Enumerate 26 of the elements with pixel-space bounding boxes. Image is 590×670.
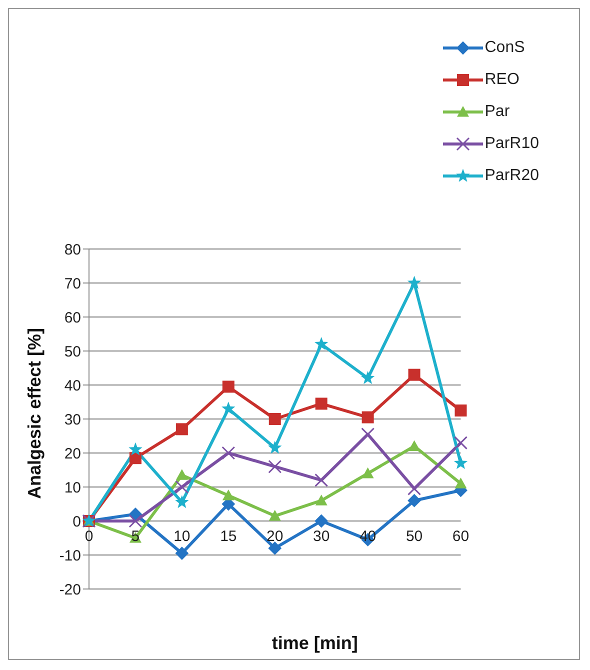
y-tick-label: 70 <box>64 275 81 292</box>
y-tick-label: -10 <box>59 547 81 564</box>
y-tick-label: 20 <box>64 445 81 462</box>
x-tick-label: 5 <box>131 528 140 545</box>
y-tick-label: 10 <box>64 479 81 496</box>
y-tick-label: 40 <box>64 377 81 394</box>
legend-label: ConS <box>484 39 525 57</box>
x-tick-label: 30 <box>313 528 330 545</box>
y-tick-label: 80 <box>64 241 81 258</box>
y-tick-label: 60 <box>64 309 81 326</box>
legend-label: ParR20 <box>484 167 539 185</box>
legend-label: REO <box>484 71 520 89</box>
y-tick-label: 50 <box>64 343 81 360</box>
y-tick-label: -20 <box>59 581 81 598</box>
y-tick-label: 30 <box>64 411 81 428</box>
y-axis-title: Analgesic effect [%] <box>24 328 44 499</box>
x-tick-label: 50 <box>406 528 423 545</box>
x-tick-label: 10 <box>174 528 190 545</box>
legend-label: ParR10 <box>484 135 539 153</box>
x-tick-label: 0 <box>84 528 94 545</box>
x-tick-label: 20 <box>266 528 284 545</box>
x-axis-title: time [min] <box>272 633 358 653</box>
y-tick-label: 0 <box>72 513 81 530</box>
x-tick-label: 60 <box>452 528 470 545</box>
x-tick-label: 15 <box>220 528 237 545</box>
legend-label: Par <box>484 103 510 121</box>
